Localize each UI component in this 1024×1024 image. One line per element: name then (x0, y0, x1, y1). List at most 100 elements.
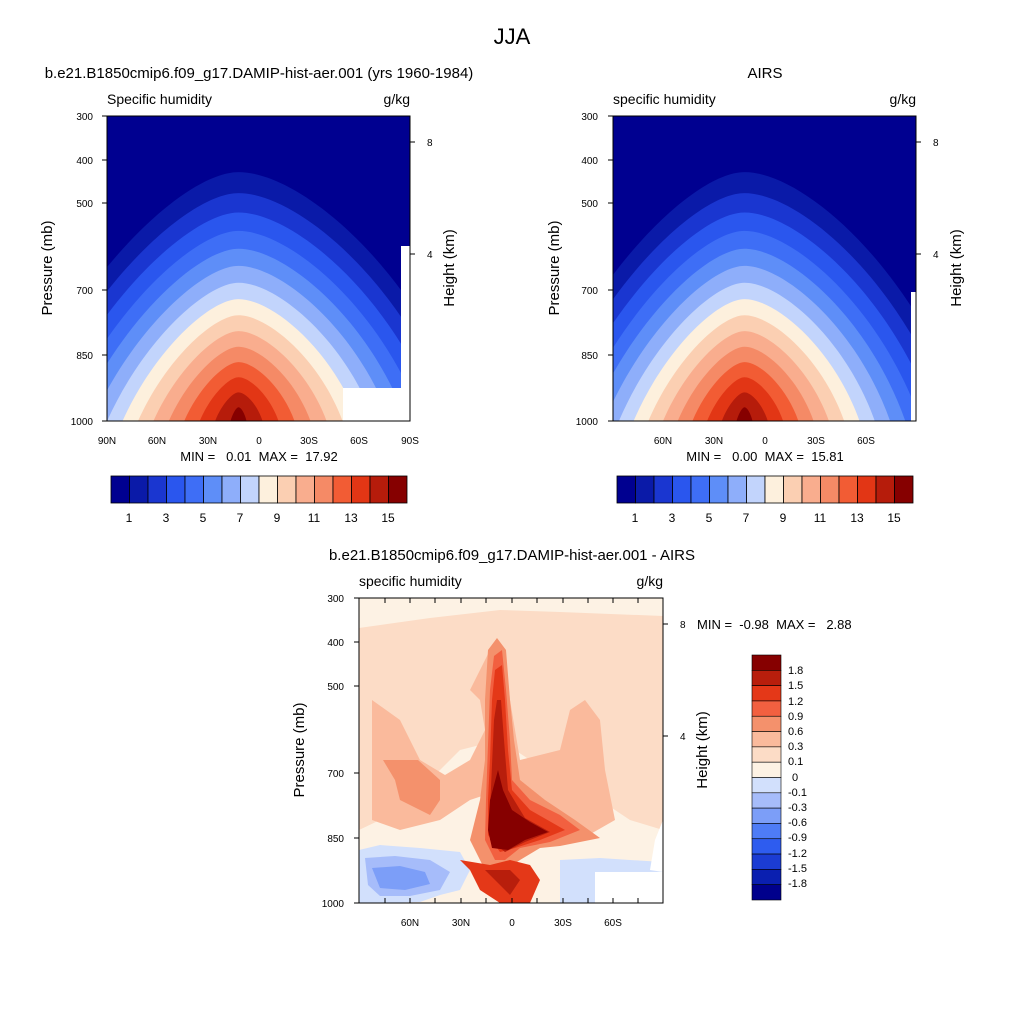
panel-obs-colorbar-box (894, 475, 914, 504)
panel-model-colorbar-box (388, 475, 408, 504)
colorbar-label: -0.1 (788, 787, 807, 799)
pressure-tick-label: 700 (327, 769, 344, 780)
colorbar-label: 1.2 (788, 696, 803, 708)
colorbar-label: 5 (200, 511, 207, 525)
pressure-tick-label: 1000 (71, 417, 94, 428)
panel-obs-x-axis: 60N 30N 0 30S 60S (654, 436, 875, 447)
colorbar-label: 9 (780, 511, 787, 525)
height-tick-label: 4 (933, 250, 939, 261)
x-tick-label: 30S (554, 918, 572, 929)
colorbar-label: 0 (792, 772, 798, 784)
x-tick-label: 30S (807, 436, 825, 447)
panel-obs-contours (613, 116, 916, 421)
colorbar-label: -0.3 (788, 802, 807, 814)
colorbar-label: 9 (274, 511, 281, 525)
panel-model-colorbar-box (351, 475, 371, 504)
panel-obs-colorbar-box (672, 475, 692, 504)
figure-title: JJA (494, 24, 531, 49)
panel-model-colorbar-box (166, 475, 186, 504)
panel-obs-colorbar-box (875, 475, 895, 504)
panel-model-left-label: Specific humidity (107, 91, 212, 107)
x-tick-label: 0 (509, 918, 515, 929)
panel-difference-left-label: specific humidity (359, 573, 462, 589)
panel-model-title: b.e21.B1850cmip6.f09_g17.DAMIP-hist-aer.… (45, 65, 474, 82)
panel-model-colorbar-labels: 1 3 5 7 9 11 13 15 (126, 511, 395, 525)
colorbar-label: 1 (632, 511, 639, 525)
panel-model-colorbar-box (203, 475, 223, 504)
colorbar-label: 5 (706, 511, 713, 525)
panel-difference-ylabel-right: Height (km) (694, 711, 711, 789)
colorbar-label: 0.6 (788, 726, 803, 738)
panel-obs-ylabel: Pressure (mb) (546, 220, 563, 315)
panel-model-frame (106, 115, 411, 422)
panel-difference-pressure-axis: 300 400 500 700 850 1000 (322, 594, 359, 910)
colorbar-label: 0.3 (788, 741, 803, 753)
panel-model-band-level-14 (215, 392, 263, 421)
panel-obs-colorbar-box (653, 475, 673, 504)
colorbar-label: -1.2 (788, 848, 807, 860)
panel-model-minmax: MIN = 0.01 MAX = 17.92 (180, 449, 338, 464)
pressure-tick-label: 500 (327, 682, 344, 693)
x-tick-label: 60S (350, 436, 368, 447)
panel-difference-minmax: MIN = -0.98 MAX = 2.88 (697, 617, 852, 632)
panel-difference-colorbar-box (751, 761, 782, 778)
panel-obs-left-label: specific humidity (613, 91, 716, 107)
panel-obs-colorbar-box (746, 475, 766, 504)
height-tick-label: 8 (933, 138, 939, 149)
panel-difference-colorbar-box (751, 853, 782, 870)
panel-difference-ylabel: Pressure (mb) (291, 702, 308, 797)
panel-difference: b.e21.B1850cmip6.f09_g17.DAMIP-hist-aer.… (291, 547, 852, 929)
x-tick-label: 90S (401, 436, 419, 447)
x-tick-label: 60N (654, 436, 672, 447)
colorbar-label: 7 (743, 511, 750, 525)
height-tick-label: 4 (680, 732, 686, 743)
panel-obs-ylabel-right: Height (km) (948, 229, 965, 307)
panel-difference-title: b.e21.B1850cmip6.f09_g17.DAMIP-hist-aer.… (329, 547, 695, 564)
x-tick-label: 30S (300, 436, 318, 447)
panel-model-colorbar-box (295, 475, 315, 504)
colorbar-label: 1.8 (788, 665, 803, 677)
panel-model-colorbar-box (221, 475, 241, 504)
colorbar-label: 13 (344, 511, 358, 525)
panel-difference-units: g/kg (637, 573, 663, 589)
panel-model-colorbar-box (184, 475, 204, 504)
panel-obs-colorbar-box (616, 475, 636, 504)
x-tick-label: 30N (199, 436, 217, 447)
x-tick-label: 60S (857, 436, 875, 447)
colorbar-label: -0.9 (788, 832, 807, 844)
panel-model-colorbar-box (277, 475, 297, 504)
panel-obs-missing-edge (911, 292, 916, 421)
panel-difference-colorbar (751, 654, 782, 901)
colorbar-label: 15 (381, 511, 395, 525)
panel-model: b.e21.B1850cmip6.f09_g17.DAMIP-hist-aer.… (39, 65, 474, 525)
panel-model-ylabel: Pressure (mb) (39, 220, 56, 315)
pressure-tick-label: 300 (581, 112, 598, 123)
colorbar-label: -0.6 (788, 817, 807, 829)
panel-difference-missing-region (595, 872, 663, 903)
x-tick-label: 0 (256, 436, 262, 447)
height-tick-label: 8 (680, 620, 686, 631)
panel-model-colorbar-box (240, 475, 260, 504)
panel-model-units: g/kg (384, 91, 410, 107)
colorbar-label: 1.5 (788, 680, 803, 692)
x-tick-label: 30N (452, 918, 470, 929)
panel-obs-colorbar-box (635, 475, 655, 504)
height-tick-label: 8 (427, 138, 433, 149)
panel-model-band-level-15 (230, 407, 247, 421)
panel-difference-colorbar-labels: 1.8 1.5 1.2 0.9 0.6 0.3 0.1 0 -0.1 -0.3 … (788, 665, 807, 890)
colorbar-label: -1.5 (788, 863, 807, 875)
panel-difference-x-axis: 60N 30N 0 30S 60S (401, 918, 622, 929)
panel-obs-pressure-axis: 300 400 500 700 850 1000 (576, 112, 613, 428)
panel-obs-height-axis: 8 4 (916, 138, 939, 261)
panel-model-ylabel-right: Height (km) (441, 229, 458, 307)
panel-obs-colorbar (616, 475, 914, 504)
panel-obs: AIRS specific humidity g/kg 300 400 500 … (546, 65, 965, 525)
x-tick-label: 60N (148, 436, 166, 447)
panel-difference-contours (359, 598, 663, 903)
panel-obs-colorbar-labels: 1 3 5 7 9 11 13 15 (632, 511, 901, 525)
panel-obs-band-level-14 (721, 392, 768, 421)
panel-obs-minmax: MIN = 0.00 MAX = 15.81 (686, 449, 844, 464)
panel-difference-colorbar-box (751, 731, 782, 748)
panel-model-missing-edge (401, 246, 410, 421)
panel-difference-frame (358, 597, 664, 904)
